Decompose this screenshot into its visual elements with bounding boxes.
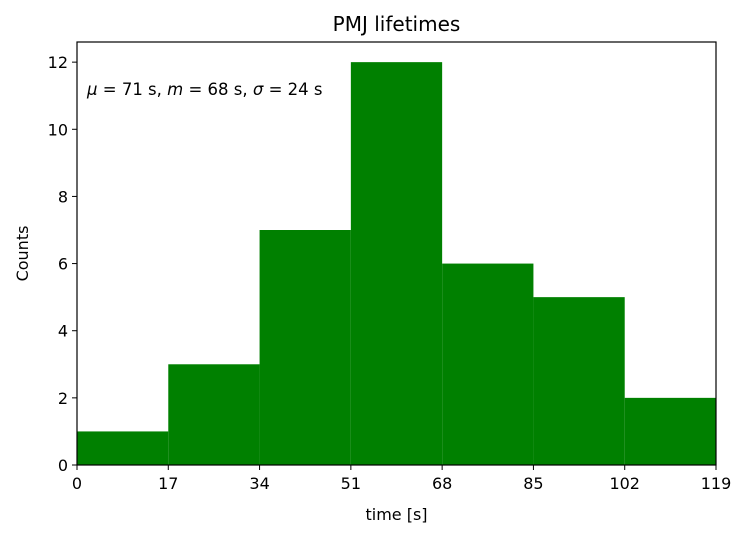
x-tick-label: 51 [341, 474, 361, 493]
x-tick-label: 0 [72, 474, 82, 493]
bars-group [77, 62, 716, 466]
histogram-bar [77, 431, 169, 465]
m-symbol: m [167, 80, 183, 99]
y-tick-label: 6 [58, 255, 68, 274]
sigma-symbol: σ [253, 80, 264, 99]
mu-value: = 71 s, [98, 80, 168, 99]
y-axis-ticks: 0 2 4 6 8 10 12 [48, 53, 77, 475]
y-axis-label: Counts [13, 226, 32, 282]
histogram-bar [168, 364, 260, 465]
y-tick-label: 10 [48, 120, 68, 139]
stats-annotation: μ = 71 s, m = 68 s, σ = 24 s [86, 80, 323, 99]
m-value: = 68 s, [183, 80, 253, 99]
x-tick-label: 102 [609, 474, 640, 493]
histogram-bar [259, 230, 351, 465]
x-tick-label: 34 [249, 474, 269, 493]
histogram-bar [533, 297, 625, 465]
y-tick-label: 12 [48, 53, 68, 72]
sigma-value: = 24 s [263, 80, 322, 99]
histogram-bar [624, 397, 716, 465]
x-tick-label: 68 [432, 474, 452, 493]
y-tick-label: 0 [58, 456, 68, 475]
y-tick-label: 4 [58, 322, 68, 341]
x-tick-label: 119 [701, 474, 732, 493]
plot-frame [76, 41, 717, 466]
y-tick-label: 2 [58, 389, 68, 408]
x-axis-ticks: 0 17 34 51 68 85 102 119 [72, 465, 731, 493]
histogram-bar [350, 62, 443, 466]
x-tick-label: 85 [523, 474, 543, 493]
mu-symbol: μ [86, 80, 98, 99]
chart-title: PMJ lifetimes [333, 12, 461, 36]
y-tick-label: 8 [58, 187, 68, 206]
x-tick-label: 17 [158, 474, 178, 493]
histogram-bar [442, 263, 534, 465]
x-axis-label: time [s] [365, 505, 427, 524]
